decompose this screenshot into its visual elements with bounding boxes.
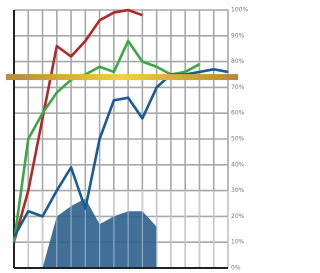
threshold-line <box>6 74 238 80</box>
y-tick-label: 90% <box>231 32 245 39</box>
y-tick-label: 0% <box>231 265 241 272</box>
y-tick-label: 70% <box>231 84 245 91</box>
y-tick-label: 20% <box>231 213 245 220</box>
y-tick-label: 60% <box>231 110 245 117</box>
y-tick-label: 50% <box>231 136 245 143</box>
y-tick-label: 30% <box>231 187 245 194</box>
y-tick-label: 80% <box>231 58 245 65</box>
y-tick-label: 100% <box>231 7 248 14</box>
chart: 0% 10% 20% 30% 40% 50% 60% 70% 80% 90% 100% <box>0 0 255 273</box>
y-tick-label: 10% <box>231 239 245 246</box>
y-tick-label: 40% <box>231 161 245 168</box>
page: {"chart_data": { "type": "line", "catego… <box>0 0 320 273</box>
